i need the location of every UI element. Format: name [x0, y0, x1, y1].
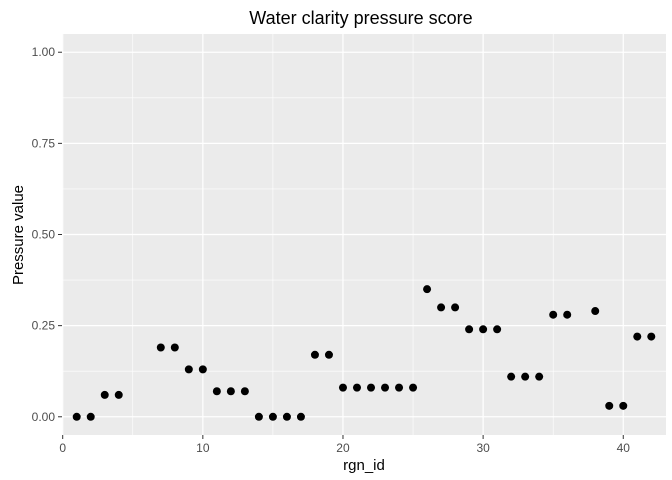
grid-lines	[62, 34, 666, 435]
y-axis-title: Pressure value	[10, 185, 27, 285]
data-point	[170, 343, 179, 352]
data-point	[647, 332, 656, 341]
data-point	[212, 387, 221, 396]
x-tick-label: 40	[617, 441, 631, 455]
data-point	[409, 383, 418, 392]
chart-title: Water clarity pressure score	[249, 8, 472, 28]
x-axis-tick-labels: 0 10 20 30 40	[59, 441, 630, 455]
data-point	[451, 303, 460, 312]
data-point	[268, 412, 277, 421]
data-point	[591, 307, 600, 316]
x-tick-label: 0	[59, 441, 66, 455]
data-point	[282, 412, 291, 421]
data-point	[72, 412, 81, 421]
data-points	[72, 285, 656, 421]
data-point	[619, 401, 628, 410]
data-point	[507, 372, 516, 381]
y-tick-label: 0.50	[32, 228, 56, 242]
data-point	[352, 383, 361, 392]
data-point	[605, 401, 614, 410]
data-point	[324, 350, 333, 359]
data-point	[521, 372, 530, 381]
data-point	[310, 350, 319, 359]
data-point	[296, 412, 305, 421]
y-tick-label: 0.75	[32, 136, 56, 150]
x-tick-label: 30	[476, 441, 490, 455]
x-tick-label: 20	[336, 441, 350, 455]
data-point	[226, 387, 235, 396]
data-point	[254, 412, 263, 421]
data-point	[381, 383, 390, 392]
x-axis-title: rgn_id	[343, 457, 385, 474]
data-point	[535, 372, 544, 381]
data-point	[633, 332, 642, 341]
data-point	[86, 412, 95, 421]
y-tick-label: 0.00	[32, 410, 56, 424]
y-tick-label: 0.25	[32, 319, 56, 333]
data-point	[114, 390, 123, 399]
y-tick-label: 1.00	[32, 45, 56, 59]
x-tick-label: 10	[196, 441, 210, 455]
data-point	[549, 310, 558, 319]
data-point	[563, 310, 572, 319]
data-point	[395, 383, 404, 392]
data-point	[338, 383, 347, 392]
data-point	[437, 303, 446, 312]
data-point	[367, 383, 376, 392]
data-point	[465, 325, 474, 334]
data-point	[240, 387, 249, 396]
data-point	[100, 390, 109, 399]
data-point	[423, 285, 432, 294]
tick-marks	[58, 51, 624, 439]
data-point	[493, 325, 502, 334]
data-point	[198, 365, 207, 374]
data-point	[479, 325, 488, 334]
y-axis-tick-labels: 0.00 0.25 0.50 0.75 1.00	[32, 45, 56, 424]
data-point	[156, 343, 165, 352]
data-point	[184, 365, 193, 374]
